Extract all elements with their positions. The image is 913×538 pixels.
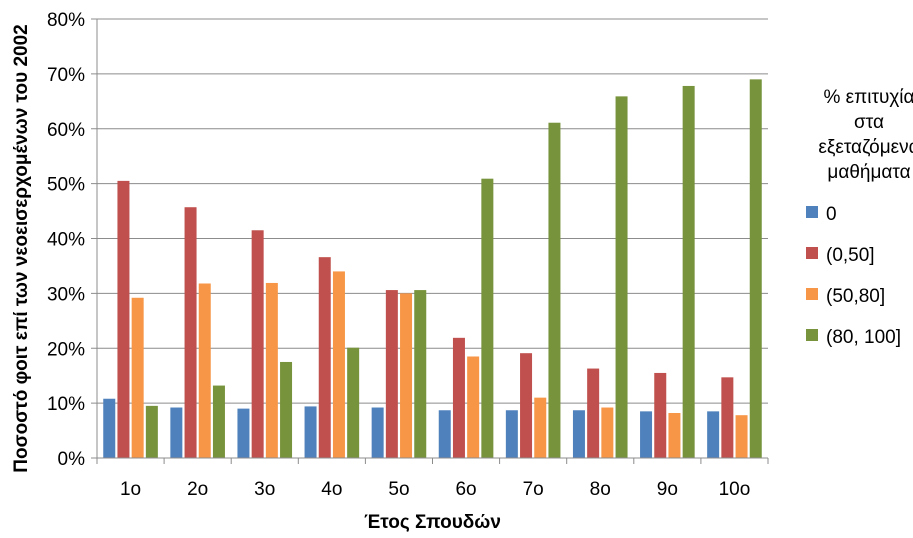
bar-2ο-(0,50] bbox=[184, 207, 197, 458]
legend-swatch bbox=[806, 288, 818, 300]
legend-title-line: μαθήματα bbox=[827, 162, 910, 183]
bar-6ο-(0,50] bbox=[452, 337, 465, 458]
bar-6ο-0 bbox=[438, 410, 451, 458]
legend-label: (0,50] bbox=[826, 245, 875, 266]
x-tick-label: 6ο bbox=[455, 479, 476, 500]
bar-1ο-(0,50] bbox=[117, 180, 130, 458]
legend: % επιτυχία στα εξεταζόμενα μαθήματα 0 (0,50] (… bbox=[806, 87, 913, 348]
bar-2ο-(50,80] bbox=[198, 283, 211, 458]
bar-8ο-(50,80] bbox=[601, 407, 614, 458]
legend-label: (50,80] bbox=[826, 286, 885, 307]
bar-5ο-(0,50] bbox=[385, 290, 398, 458]
y-tick-label: 80% bbox=[47, 10, 85, 31]
legend-swatch bbox=[806, 206, 818, 218]
y-tick-label: 30% bbox=[47, 284, 85, 305]
bar-7ο-0 bbox=[505, 410, 518, 458]
bar-10ο-(0,50] bbox=[721, 377, 734, 458]
y-tick-label: 50% bbox=[47, 175, 85, 196]
bar-3ο-0 bbox=[237, 408, 250, 458]
bar-1ο-0 bbox=[103, 398, 116, 458]
bars bbox=[103, 79, 762, 459]
bar-3ο-(50,80] bbox=[265, 282, 278, 458]
bar-1ο-(80, 100] bbox=[145, 405, 158, 458]
bar-9ο-(0,50] bbox=[654, 372, 667, 458]
bar-7ο-(0,50] bbox=[520, 353, 533, 458]
bar-2ο-0 bbox=[170, 407, 183, 458]
y-tick-label: 60% bbox=[47, 120, 85, 141]
x-tick-label: 10ο bbox=[719, 479, 751, 500]
gridlines bbox=[97, 18, 768, 459]
y-tick-label: 20% bbox=[47, 339, 85, 360]
bar-2ο-(80, 100] bbox=[212, 385, 225, 458]
axes: 0% 10% 20% 30% 40% 50% 60% 70% 80% 1ο 2ο 3ο 4ο 5ο 6ο 7ο… bbox=[47, 10, 769, 500]
legend-title-line: % επιτυχία bbox=[823, 87, 913, 108]
bar-6ο-(50,80] bbox=[467, 356, 480, 458]
bar-5ο-0 bbox=[371, 407, 384, 458]
bar-5ο-(50,80] bbox=[400, 293, 413, 458]
x-axis-title: Έτος Σπουδών bbox=[364, 512, 501, 533]
x-tick-label: 7ο bbox=[523, 479, 544, 500]
bar-10ο-0 bbox=[707, 411, 720, 458]
bar-9ο-0 bbox=[640, 411, 653, 458]
legend-label: (80, 100] bbox=[826, 327, 901, 348]
x-tick-label: 8ο bbox=[590, 479, 611, 500]
x-tick-label: 5ο bbox=[388, 479, 409, 500]
x-tick-label: 3ο bbox=[254, 479, 275, 500]
y-tick-label: 40% bbox=[47, 230, 85, 251]
bar-10ο-(80, 100] bbox=[749, 79, 762, 459]
bar-7ο-(80, 100] bbox=[548, 122, 561, 459]
x-tick-label: 9ο bbox=[657, 479, 678, 500]
bar-3ο-(0,50] bbox=[251, 230, 264, 458]
y-tick-label: 0% bbox=[58, 449, 86, 470]
bar-3ο-(80, 100] bbox=[280, 361, 293, 458]
legend-title-line: εξεταζόμενα bbox=[818, 137, 913, 158]
bar-6ο-(80, 100] bbox=[481, 178, 494, 458]
legend-label: 0 bbox=[826, 204, 837, 225]
bar-8ο-0 bbox=[572, 410, 585, 458]
bar-4ο-0 bbox=[304, 406, 317, 458]
bar-8ο-(80, 100] bbox=[615, 96, 628, 458]
x-tick-label: 2ο bbox=[187, 479, 208, 500]
y-tick-label: 70% bbox=[47, 65, 85, 86]
x-tick-label: 1ο bbox=[120, 479, 141, 500]
bar-4ο-(80, 100] bbox=[347, 347, 360, 458]
x-tick-label: 4ο bbox=[321, 479, 342, 500]
bar-9ο-(80, 100] bbox=[682, 85, 695, 458]
y-tick-label: 10% bbox=[47, 394, 85, 415]
legend-swatch bbox=[806, 329, 818, 341]
bar-4ο-(50,80] bbox=[332, 271, 345, 458]
bar-8ο-(0,50] bbox=[587, 368, 600, 458]
legend-title-line: στα bbox=[854, 112, 884, 133]
bar-5ο-(80, 100] bbox=[414, 290, 427, 458]
bar-7ο-(50,80] bbox=[534, 397, 547, 458]
bar-9ο-(50,80] bbox=[668, 413, 681, 458]
bar-10ο-(50,80] bbox=[735, 415, 748, 458]
bar-1ο-(50,80] bbox=[131, 297, 144, 458]
y-axis-title: Ποσοστό φοιτ επί των νεοεισερχομένων του… bbox=[11, 24, 32, 472]
bar-4ο-(0,50] bbox=[318, 257, 331, 458]
legend-swatch bbox=[806, 247, 818, 259]
